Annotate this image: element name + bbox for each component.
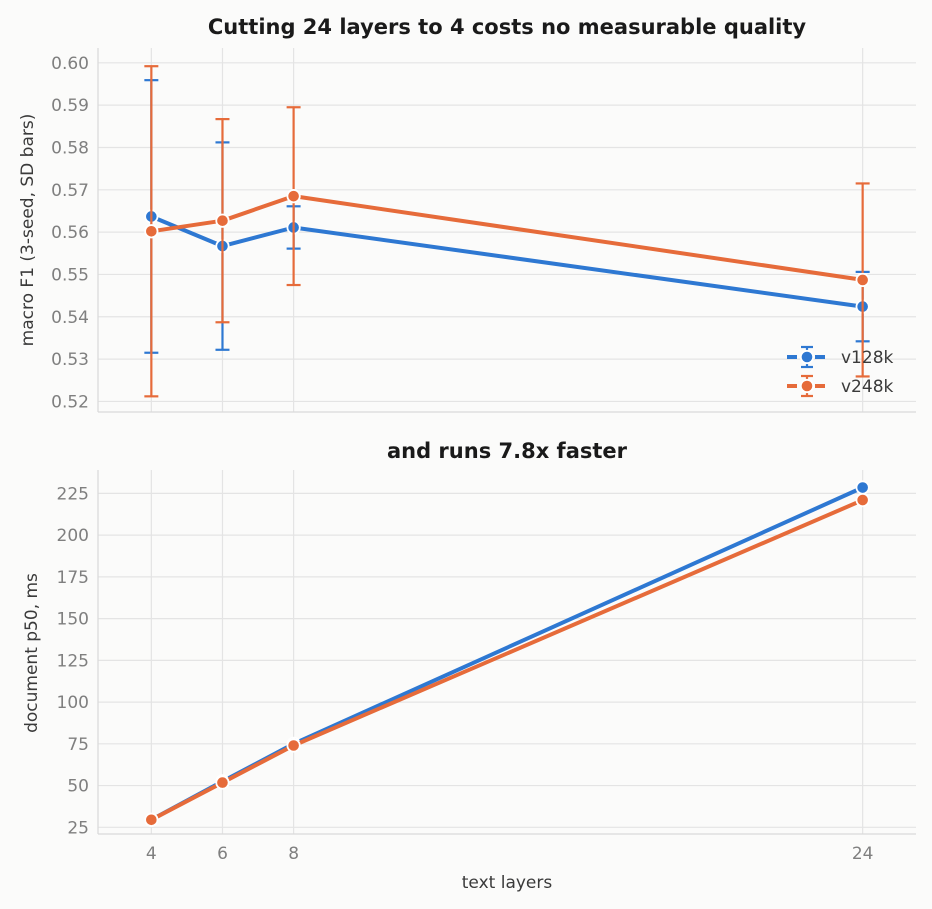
- x-axis-label: text layers: [462, 873, 553, 893]
- y-tick-label: 0.54: [51, 308, 89, 328]
- series-v248k: [144, 492, 870, 827]
- latency-y-axis-label: document p50, ms: [22, 573, 42, 733]
- data-point: [144, 812, 159, 827]
- data-point: [855, 272, 870, 288]
- latency-panel: and runs 7.8x faster 25 50 75 100 125 150 175 2…: [22, 439, 916, 893]
- f1-panel: Cutting 24 layers to 4 costs no measurab…: [18, 15, 916, 413]
- y-tick-label: 0.57: [51, 181, 89, 201]
- y-tick-label: 175: [57, 568, 89, 588]
- x-tick-label: 8: [288, 844, 299, 864]
- f1-panel-title: Cutting 24 layers to 4 costs no measurab…: [208, 15, 807, 39]
- series-line: [150, 498, 864, 822]
- y-tick-label: 25: [67, 818, 89, 838]
- data-point: [215, 775, 230, 790]
- y-tick-label: 0.59: [51, 96, 89, 116]
- legend-item-v248k: v248k: [787, 374, 894, 398]
- legend: v128k v248k: [787, 345, 894, 398]
- y-tick-label: 50: [67, 777, 89, 797]
- legend-marker: [799, 349, 815, 365]
- latency-panel-title: and runs 7.8x faster: [387, 439, 628, 463]
- data-point: [855, 492, 870, 508]
- y-tick-label: 0.55: [51, 265, 89, 285]
- series-line: [151, 194, 863, 282]
- data-point: [286, 738, 301, 753]
- y-tick-label: 150: [57, 610, 89, 630]
- x-tick-label: 24: [852, 844, 874, 864]
- legend-label: v128k: [841, 348, 894, 368]
- f1-y-axis-label: macro F1 (3-seed, SD bars): [18, 114, 38, 347]
- y-tick-label: 0.58: [51, 138, 89, 158]
- y-tick-label: 200: [57, 526, 89, 546]
- legend-label: v248k: [841, 377, 894, 397]
- y-tick-label: 75: [67, 735, 89, 755]
- y-tick-label: 100: [57, 693, 89, 713]
- legend-marker: [799, 378, 815, 394]
- data-point: [855, 480, 870, 495]
- series-v128k: [144, 79, 870, 354]
- y-tick-label: 0.56: [51, 223, 89, 243]
- y-tick-label: 0.60: [51, 54, 89, 74]
- y-tick-label: 225: [57, 484, 89, 504]
- data-point: [286, 189, 301, 204]
- x-tick-label: 4: [146, 844, 157, 864]
- y-tick-label: 125: [57, 651, 89, 671]
- series-v248k: [144, 65, 870, 398]
- data-point: [215, 213, 230, 228]
- series-line: [150, 214, 863, 309]
- data-point: [144, 224, 159, 239]
- y-tick-label: 0.53: [51, 350, 89, 370]
- y-tick-label: 0.52: [51, 392, 89, 412]
- legend-item-v128k: v128k: [787, 345, 894, 369]
- x-tick-label: 6: [217, 844, 228, 864]
